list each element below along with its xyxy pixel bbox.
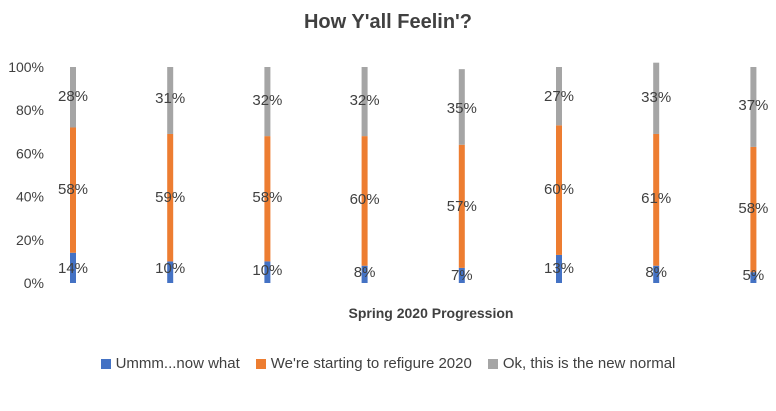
- legend-item: Ok, this is the new normal: [487, 355, 676, 372]
- data-label: 58%: [738, 200, 768, 217]
- data-label: 28%: [58, 88, 88, 105]
- legend-swatch: [487, 358, 498, 369]
- bar-segment: [70, 252, 76, 283]
- y-tick-label: 80%: [16, 102, 44, 118]
- y-tick-label: 60%: [16, 145, 44, 161]
- data-label: 32%: [350, 92, 380, 109]
- bar-segment: [458, 144, 465, 268]
- data-label: 8%: [354, 264, 376, 281]
- bar-segment: [653, 265, 660, 283]
- bar-segment: [361, 136, 368, 266]
- bar-segment: [361, 67, 368, 137]
- bar-segment: [361, 265, 368, 283]
- bar-segment: [167, 67, 174, 134]
- legend-swatch: [100, 358, 111, 369]
- data-label: 13%: [544, 260, 574, 277]
- data-label: 32%: [252, 92, 282, 109]
- bar-segment: [458, 69, 465, 145]
- bar-segment: [653, 62, 660, 134]
- data-label: 7%: [451, 267, 473, 284]
- data-label: 37%: [738, 97, 768, 114]
- bar-segment: [264, 136, 271, 262]
- bar-segment: [556, 67, 562, 126]
- bar-segment: [167, 133, 174, 262]
- data-label: 14%: [58, 260, 88, 277]
- legend-label: Ok, this is the new normal: [502, 355, 676, 372]
- data-label: 5%: [743, 267, 765, 284]
- data-label: 58%: [58, 181, 88, 198]
- bar-segment: [750, 146, 757, 273]
- data-label: 10%: [155, 260, 185, 277]
- bar-segment: [70, 67, 76, 128]
- legend-item: Ummm...now what: [100, 355, 240, 372]
- bar-segment: [70, 127, 76, 253]
- data-label: 60%: [350, 191, 380, 208]
- legend-swatch: [255, 358, 266, 369]
- data-label: 31%: [155, 90, 185, 107]
- data-label: 59%: [155, 189, 185, 206]
- data-label: 8%: [645, 264, 667, 281]
- x-axis-label: Spring 2020 Progression: [348, 305, 514, 321]
- bar-segment: [264, 67, 271, 137]
- bar-segment: [264, 261, 271, 283]
- y-tick-label: 40%: [16, 189, 44, 205]
- y-tick-label: 20%: [16, 232, 44, 248]
- bar-segment: [458, 267, 465, 283]
- bar-segment: [556, 254, 562, 283]
- legend-label: We're starting to refigure 2020: [270, 355, 472, 372]
- data-label: 57%: [447, 198, 477, 215]
- legend-label: Ummm...now what: [115, 355, 240, 372]
- legend-item: We're starting to refigure 2020: [255, 355, 472, 372]
- data-label: 61%: [641, 190, 671, 207]
- y-tick-label: 100%: [8, 59, 44, 75]
- bar-segment: [750, 272, 757, 283]
- bar-segment: [556, 125, 562, 255]
- data-label: 35%: [447, 100, 477, 117]
- data-label: 33%: [641, 89, 671, 106]
- chart-title: How Y'all Feelin'?: [303, 11, 473, 33]
- bar-segment: [167, 261, 174, 283]
- data-label: 60%: [544, 181, 574, 198]
- bar-segment: [750, 67, 757, 147]
- data-label: 10%: [252, 262, 282, 279]
- y-tick-label: 0%: [24, 275, 44, 291]
- data-label: 27%: [544, 88, 574, 105]
- legend: Ummm...now what We're starting to refigur…: [0, 355, 776, 372]
- data-label: 58%: [252, 189, 282, 206]
- bar-segment: [653, 133, 660, 266]
